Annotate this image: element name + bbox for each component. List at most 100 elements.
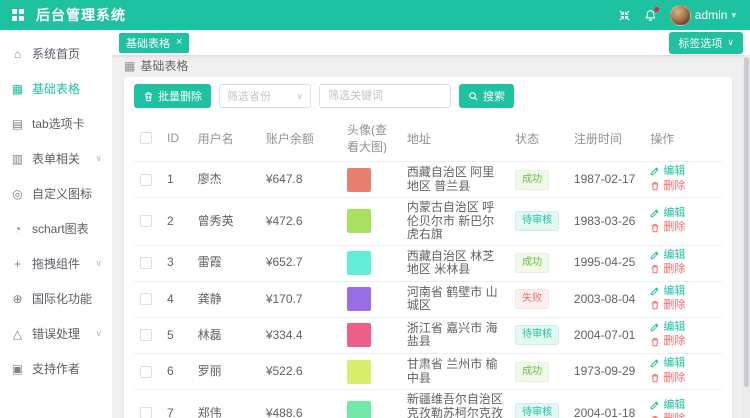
table-icon: ▦ xyxy=(11,81,24,96)
sidebar-item-label: 错误处理 xyxy=(32,327,81,341)
cell-register-date: 1983-03-26 xyxy=(567,197,645,246)
delete-button[interactable]: 删除 xyxy=(650,180,685,192)
user-avatar-thumbnail[interactable] xyxy=(346,287,371,312)
table-row: 1 廖杰 ¥647.8 西藏自治区 阿里地区 普兰县 成功 1987-02-17 编辑 删除 xyxy=(134,161,722,199)
user-avatar-thumbnail[interactable] xyxy=(346,251,371,276)
cell-register-date: 1973-09-29 xyxy=(567,353,645,391)
user-avatar-thumbnail[interactable] xyxy=(346,167,371,192)
sidebar-item-5[interactable]: ◔ schart图表 xyxy=(0,211,112,246)
status-badge: 待审核 xyxy=(515,403,560,418)
search-button[interactable]: 搜索 xyxy=(459,84,514,108)
table-row: 2 曾秀英 ¥472.6 内蒙古自治区 呼伦贝尔市 新巴尔虎右旗 待审核 1983-03-… xyxy=(134,197,722,246)
users-table: ID 用户名 账户余额 头像(查看大图) 地址 状态 注册时间 操作 1 廖杰 ¥647.8 西藏自… xyxy=(134,115,722,418)
edit-icon xyxy=(651,167,659,176)
edit-icon xyxy=(651,287,659,296)
column-header: 头像(查看大图) xyxy=(340,115,401,162)
column-header: 注册时间 xyxy=(567,115,645,162)
row-checkbox[interactable] xyxy=(140,365,152,378)
delete-button[interactable]: 删除 xyxy=(650,299,685,311)
sidebar-item-7[interactable]: ⊕ 国际化功能 xyxy=(0,281,112,316)
column-header: 用户名 xyxy=(191,115,260,162)
edit-button[interactable]: 编辑 xyxy=(650,207,685,219)
notification-bell-icon[interactable] xyxy=(644,6,659,22)
edit-button[interactable]: 编辑 xyxy=(650,249,685,261)
cell-register-date: 2003-08-04 xyxy=(567,281,645,318)
keyword-input[interactable] xyxy=(319,84,451,108)
cell-id: 6 xyxy=(161,353,192,391)
chevron-down-icon: ∨ xyxy=(727,37,734,47)
sidebar-item-2[interactable]: ▤ tab选项卡 xyxy=(0,106,112,141)
sidebar-item-8[interactable]: △ 错误处理 ∨ xyxy=(0,316,112,351)
edit-button[interactable]: 编辑 xyxy=(650,357,685,369)
trash-icon xyxy=(144,91,153,101)
edit-button[interactable]: 编辑 xyxy=(650,321,685,333)
sidebar-item-label: 系统首页 xyxy=(32,47,81,61)
cell-username: 罗丽 xyxy=(191,353,260,391)
user-avatar-thumbnail[interactable] xyxy=(346,209,371,234)
cell-username: 曾秀英 xyxy=(191,197,260,246)
edit-icon xyxy=(651,323,659,332)
select-all-checkbox[interactable] xyxy=(140,132,152,144)
scrollbar-thumb[interactable] xyxy=(744,57,749,387)
sidebar-item-label: 支持作者 xyxy=(32,362,81,376)
tab-options-label: 标签选项 xyxy=(678,37,723,50)
sidebar-item-1[interactable]: ▦ 基础表格 xyxy=(0,71,112,106)
tab-options-button[interactable]: 标签选项 ∨ xyxy=(669,31,743,54)
sidebar: ⌂ 系统首页 ▦ 基础表格 ▤ tab选项卡 ▥ 表单相关 ∨ ◎ 自定义图标 ◔ schart图表 + 拖… xyxy=(0,30,112,418)
chevron-down-icon: ∨ xyxy=(95,328,102,338)
toolbar: 批量删除 筛选省份 ∨ 搜索 xyxy=(134,84,722,108)
home-icon: ⌂ xyxy=(13,46,22,61)
row-checkbox[interactable] xyxy=(140,329,152,342)
edit-button[interactable]: 编辑 xyxy=(650,165,685,177)
province-select[interactable]: 筛选省份 ∨ xyxy=(219,84,311,108)
user-avatar xyxy=(669,4,691,26)
delete-button[interactable]: 删除 xyxy=(650,263,685,275)
delete-button[interactable]: 删除 xyxy=(650,413,685,418)
row-checkbox[interactable] xyxy=(140,407,152,418)
username: admin xyxy=(694,8,728,22)
menu-collapse-icon[interactable] xyxy=(12,9,24,21)
sidebar-item-3[interactable]: ▥ 表单相关 ∨ xyxy=(0,141,112,176)
search-icon xyxy=(469,91,478,101)
fullscreen-icon[interactable] xyxy=(618,9,631,22)
chevron-down-icon: ∨ xyxy=(95,153,102,163)
notification-badge xyxy=(653,6,659,12)
column-header: ID xyxy=(161,115,192,162)
tabs-icon: ▤ xyxy=(11,116,24,131)
tab-basic-table[interactable]: 基础表格 × xyxy=(119,32,190,53)
edit-button[interactable]: 编辑 xyxy=(650,285,685,297)
tab-label: 基础表格 xyxy=(126,37,170,50)
delete-button[interactable]: 删除 xyxy=(650,335,685,347)
row-checkbox[interactable] xyxy=(140,173,152,186)
cell-address: 西藏自治区 阿里地区 普兰县 xyxy=(400,161,510,199)
sidebar-item-4[interactable]: ◎ 自定义图标 xyxy=(0,176,112,211)
cell-address: 西藏自治区 林芝地区 米林县 xyxy=(400,245,510,282)
row-checkbox[interactable] xyxy=(140,257,152,270)
cell-id: 4 xyxy=(161,281,192,318)
delete-icon xyxy=(652,301,659,310)
close-icon[interactable]: × xyxy=(176,36,183,48)
batch-delete-button[interactable]: 批量删除 xyxy=(134,84,211,108)
edit-button[interactable]: 编辑 xyxy=(650,399,685,411)
user-avatar-thumbnail[interactable] xyxy=(346,323,371,348)
table-icon: ▦ xyxy=(124,58,136,73)
edit-icon xyxy=(651,209,659,218)
delete-button[interactable]: 删除 xyxy=(650,221,685,233)
user-menu[interactable]: admin ▾ xyxy=(669,4,736,26)
cell-id: 5 xyxy=(161,317,192,355)
drag-icon: + xyxy=(13,256,21,271)
user-avatar-thumbnail[interactable] xyxy=(346,401,371,418)
cell-username: 廖杰 xyxy=(191,161,260,199)
delete-button[interactable]: 删除 xyxy=(650,372,685,384)
row-checkbox[interactable] xyxy=(140,215,152,228)
sidebar-item-label: schart图表 xyxy=(32,222,89,236)
row-checkbox[interactable] xyxy=(140,293,152,306)
sidebar-item-6[interactable]: + 拖拽组件 ∨ xyxy=(0,246,112,281)
chevron-down-icon: ∨ xyxy=(296,90,303,101)
user-avatar-thumbnail[interactable] xyxy=(346,359,371,384)
sidebar-item-0[interactable]: ⌂ 系统首页 xyxy=(0,36,112,71)
status-badge: 待审核 xyxy=(515,211,560,232)
sidebar-item-label: 拖拽组件 xyxy=(32,257,81,271)
sidebar-item-9[interactable]: ▣ 支持作者 xyxy=(0,351,112,386)
table-row: 3 雷霞 ¥652.7 西藏自治区 林芝地区 米林县 成功 1995-04-25 编辑 删除 xyxy=(134,245,722,282)
